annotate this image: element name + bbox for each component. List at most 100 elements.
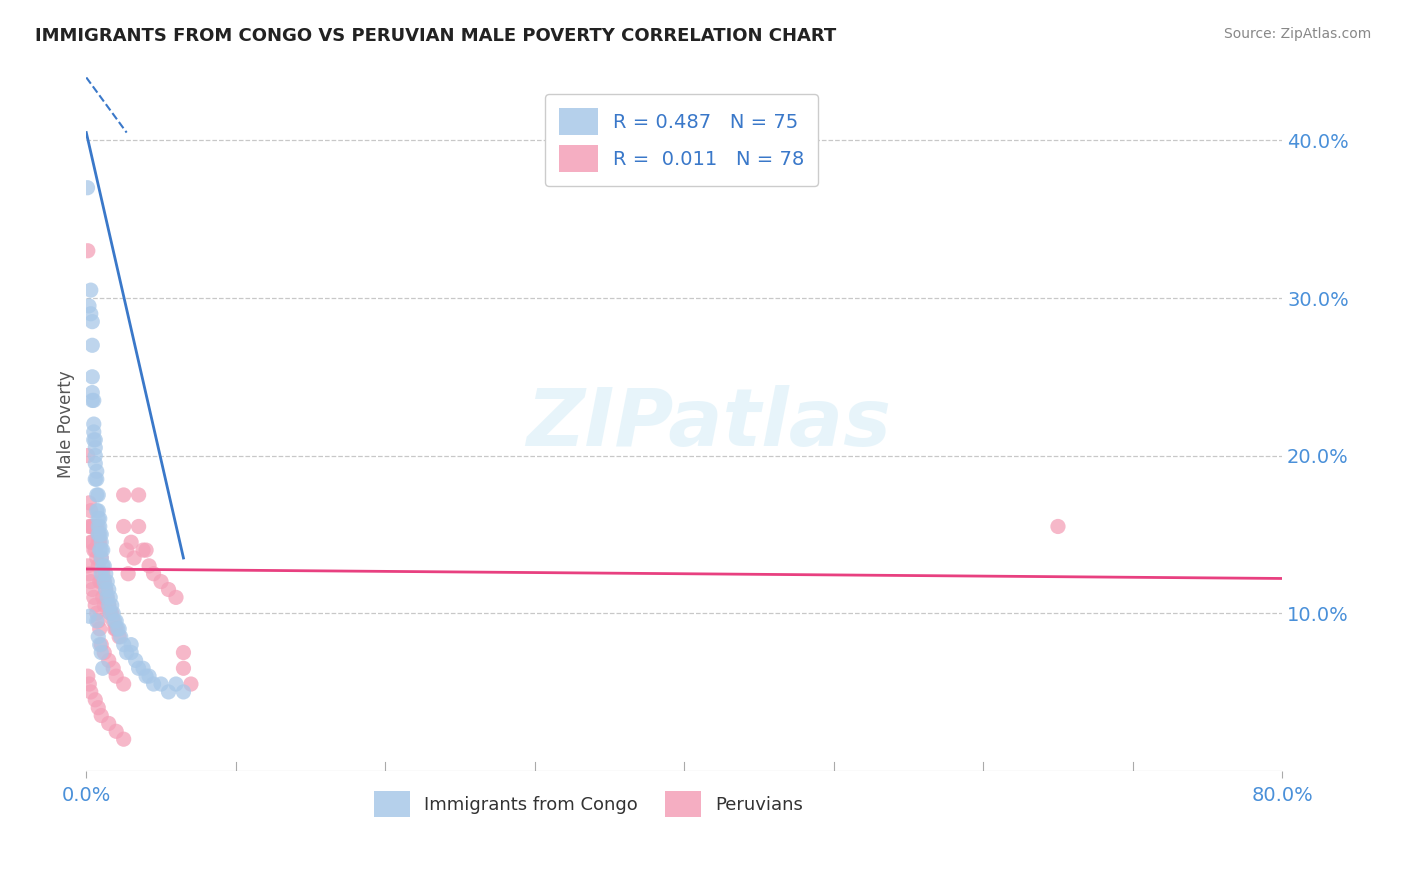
- Point: [138, 558, 160, 573]
- Point: [89, 622, 111, 636]
- Point: [90, 708, 112, 723]
- Point: [83, 425, 105, 439]
- Point: [90, 566, 112, 581]
- Legend: Immigrants from Congo, Peruvians: Immigrants from Congo, Peruvians: [367, 784, 811, 824]
- Point: [87, 511, 110, 525]
- Point: [132, 661, 155, 675]
- Point: [86, 472, 108, 486]
- Point: [98, 606, 121, 620]
- Point: [124, 653, 146, 667]
- Point: [142, 677, 165, 691]
- Point: [82, 393, 104, 408]
- Text: ZIPatlas: ZIPatlas: [526, 385, 890, 463]
- Point: [84, 543, 107, 558]
- Point: [128, 519, 150, 533]
- Point: [108, 622, 131, 636]
- Point: [87, 527, 110, 541]
- Point: [89, 574, 111, 589]
- Point: [122, 551, 145, 566]
- Point: [89, 527, 111, 541]
- Point: [165, 677, 187, 691]
- Point: [103, 606, 125, 620]
- Point: [82, 385, 104, 400]
- Point: [90, 551, 112, 566]
- Point: [132, 543, 155, 558]
- Point: [87, 614, 110, 628]
- Point: [80, 685, 103, 699]
- Point: [94, 582, 117, 597]
- Point: [90, 551, 112, 566]
- Point: [112, 732, 135, 747]
- Point: [94, 566, 117, 581]
- Point: [97, 653, 120, 667]
- Point: [89, 511, 111, 525]
- Point: [77, 299, 100, 313]
- Point: [172, 661, 194, 675]
- Point: [76, 449, 98, 463]
- Point: [117, 566, 139, 581]
- Point: [84, 449, 107, 463]
- Point: [91, 566, 114, 581]
- Point: [93, 599, 115, 613]
- Point: [105, 724, 128, 739]
- Point: [87, 535, 110, 549]
- Point: [165, 591, 187, 605]
- Point: [90, 535, 112, 549]
- Point: [91, 543, 114, 558]
- Point: [105, 669, 128, 683]
- Point: [93, 558, 115, 573]
- Point: [90, 638, 112, 652]
- Point: [172, 646, 194, 660]
- Point: [84, 693, 107, 707]
- Point: [112, 638, 135, 652]
- Point: [110, 630, 132, 644]
- Point: [87, 527, 110, 541]
- Point: [135, 669, 157, 683]
- Point: [87, 700, 110, 714]
- Point: [157, 685, 180, 699]
- Point: [82, 315, 104, 329]
- Point: [87, 630, 110, 644]
- Point: [97, 716, 120, 731]
- Point: [80, 504, 103, 518]
- Text: IMMIGRANTS FROM CONGO VS PERUVIAN MALE POVERTY CORRELATION CHART: IMMIGRANTS FROM CONGO VS PERUVIAN MALE P…: [35, 27, 837, 45]
- Point: [76, 669, 98, 683]
- Point: [87, 558, 110, 573]
- Point: [77, 677, 100, 691]
- Point: [76, 180, 98, 194]
- Point: [82, 519, 104, 533]
- Point: [89, 638, 111, 652]
- Point: [93, 574, 115, 589]
- Point: [91, 591, 114, 605]
- Point: [77, 566, 100, 581]
- Point: [76, 558, 98, 573]
- Point: [93, 574, 115, 589]
- Point: [96, 591, 118, 605]
- Point: [84, 441, 107, 455]
- Point: [83, 393, 105, 408]
- Point: [83, 417, 105, 431]
- Point: [104, 622, 127, 636]
- Point: [82, 369, 104, 384]
- Point: [84, 457, 107, 471]
- Point: [90, 527, 112, 541]
- Point: [103, 661, 125, 675]
- Point: [172, 685, 194, 699]
- Point: [86, 504, 108, 518]
- Point: [105, 614, 128, 628]
- Point: [97, 582, 120, 597]
- Point: [96, 574, 118, 589]
- Point: [120, 535, 142, 549]
- Point: [112, 519, 135, 533]
- Point: [86, 551, 108, 566]
- Point: [84, 599, 107, 613]
- Point: [98, 606, 121, 620]
- Point: [87, 488, 110, 502]
- Point: [77, 609, 100, 624]
- Point: [86, 606, 108, 620]
- Point: [84, 472, 107, 486]
- Point: [112, 488, 135, 502]
- Point: [91, 661, 114, 675]
- Point: [103, 614, 125, 628]
- Point: [80, 535, 103, 549]
